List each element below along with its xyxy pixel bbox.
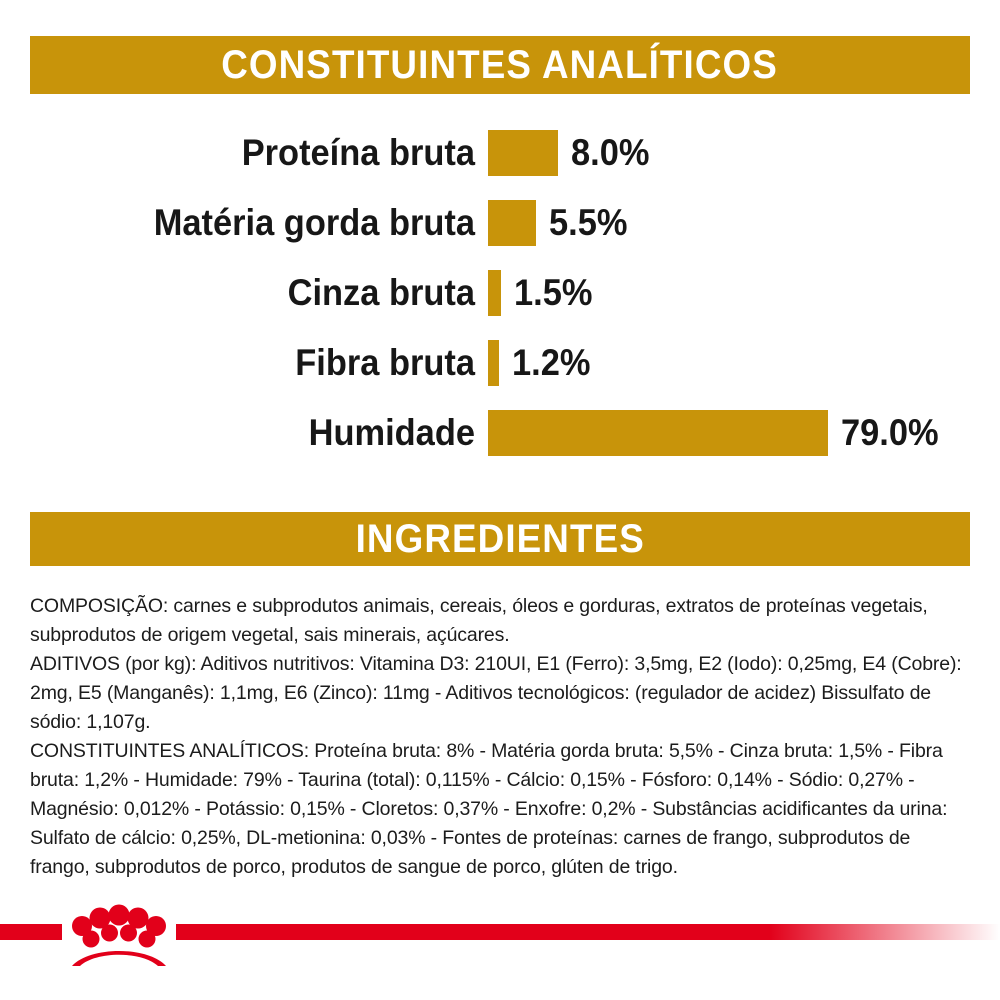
footer-rule-right: [176, 924, 1000, 940]
chart-value-label: 1.2%: [512, 342, 591, 383]
chart-value-label: 1.5%: [514, 272, 593, 313]
ingredients-text-block: COMPOSIÇÃO: carnes e subprodutos animais…: [30, 592, 970, 882]
ingredients-paragraph: CONSTITUINTES ANALÍTICOS: Proteína bruta…: [30, 740, 948, 878]
chart-bar-container: 8.0%: [488, 130, 656, 176]
chart-bar-container: 1.5%: [488, 270, 599, 316]
analytical-constituents-title: CONSTITUINTES ANALÍTICOS: [221, 43, 779, 87]
ingredients-paragraph: ADITIVOS (por kg): Aditivos nutritivos: …: [30, 653, 962, 733]
chart-row-label: Proteína bruta: [241, 132, 475, 173]
ingredients-title: INGREDIENTES: [355, 517, 645, 561]
chart-bar: [488, 270, 501, 316]
ingredients-banner: INGREDIENTES: [30, 512, 970, 566]
chart-row-label: Cinza bruta: [287, 272, 475, 313]
chart-bar-container: 79.0%: [488, 410, 947, 456]
chart-row-label: Fibra bruta: [295, 342, 475, 383]
ingredients-paragraph: COMPOSIÇÃO: carnes e subprodutos animais…: [30, 595, 928, 646]
chart-row: Fibra bruta 1.2%: [0, 328, 1000, 398]
chart-bar: [488, 200, 536, 246]
chart-bar: [488, 410, 828, 456]
footer-brand-strip: [0, 890, 1000, 1000]
analytical-constituents-banner: CONSTITUINTES ANALÍTICOS: [30, 36, 970, 94]
chart-row: Cinza bruta 1.5%: [0, 258, 1000, 328]
chart-row: Humidade 79.0%: [0, 398, 1000, 468]
chart-value-label: 79.0%: [841, 412, 939, 453]
royal-canin-crown-icon: [62, 898, 176, 970]
chart-row: Proteína bruta 8.0%: [0, 118, 1000, 188]
chart-value-label: 8.0%: [571, 132, 650, 173]
chart-row-label: Matéria gorda bruta: [153, 202, 475, 243]
chart-row-label: Humidade: [308, 412, 475, 453]
chart-bar-container: 1.2%: [488, 340, 597, 386]
chart-bar: [488, 340, 499, 386]
chart-bar-container: 5.5%: [488, 200, 634, 246]
analytical-constituents-chart: Proteína bruta 8.0% Matéria gorda bruta 5.5…: [0, 118, 1000, 488]
chart-value-label: 5.5%: [549, 202, 628, 243]
footer-rule-left: [0, 924, 62, 940]
chart-bar: [488, 130, 558, 176]
chart-row: Matéria gorda bruta 5.5%: [0, 188, 1000, 258]
